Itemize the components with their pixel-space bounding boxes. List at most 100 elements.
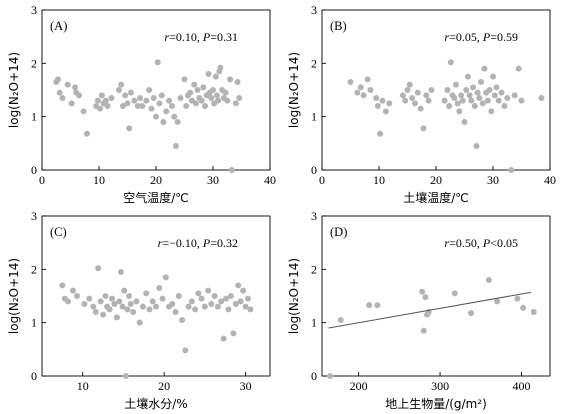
panel-c-point: [220, 335, 227, 342]
panel-b-point: [377, 130, 384, 137]
panel-c-point: [143, 290, 150, 297]
panel-a-point: [222, 89, 229, 96]
panel-b-y-tick-label: 1: [311, 110, 317, 124]
panel-a-point: [134, 103, 141, 109]
panel-c-point: [59, 282, 66, 289]
panel-b-point: [470, 84, 477, 91]
panel-a-stats: r=0.10, P=0.31: [164, 30, 238, 44]
panel-c-point: [69, 287, 76, 294]
panel-c-point: [122, 373, 129, 379]
panel-b-point: [347, 79, 354, 85]
panel-a-x-tick-label: 20: [150, 173, 162, 187]
panel-a-x-tick-label: 40: [264, 173, 276, 187]
panel-b-point: [484, 97, 491, 104]
panel-c-point: [106, 306, 113, 313]
panel-d-point: [485, 277, 492, 283]
panel-a-point: [139, 103, 146, 109]
panel-a-point: [183, 103, 190, 109]
panel-c-point: [95, 265, 102, 272]
panel-a-point: [150, 95, 157, 101]
panel-b-point: [511, 92, 518, 99]
panel-a-point: [154, 59, 161, 66]
panel-b-y-tick-label: 3: [311, 3, 317, 17]
panel-a-point: [102, 97, 109, 104]
panel-c-point: [126, 293, 133, 299]
panel-c-point: [235, 282, 242, 289]
panel-a-point: [131, 97, 138, 104]
panel-c-x-tick-label: 20: [158, 379, 170, 393]
panel-a-point: [217, 64, 224, 71]
panel-b-point: [386, 100, 393, 107]
panel-a-point: [148, 105, 155, 112]
panel-b-point: [504, 95, 511, 101]
panel-c-point: [74, 293, 81, 299]
panel-b-point: [406, 81, 413, 88]
panel-b-point: [441, 97, 448, 104]
panel-b-point: [495, 97, 502, 104]
panel-c-point: [225, 306, 232, 313]
panel-d-y-tick-label: 0: [311, 369, 317, 383]
panel-c-point: [240, 287, 247, 294]
panel-a-point: [126, 125, 133, 132]
panel-a-point: [215, 97, 222, 104]
panel-b-point: [479, 100, 486, 107]
panel-c-point: [192, 306, 199, 313]
panel-c-point: [232, 301, 239, 307]
panel-d-y-tick-label: 2: [311, 262, 317, 276]
panel-a-point: [160, 119, 167, 125]
panel-c-point: [159, 295, 166, 302]
panel-a-point: [118, 81, 125, 88]
panel-a-point: [97, 105, 104, 112]
panel-a-point: [137, 95, 144, 101]
panel-c-point: [242, 303, 249, 310]
panel-c-point: [208, 301, 215, 307]
panel-c-y-tick-label: 0: [31, 369, 37, 383]
panel-c-point: [211, 293, 218, 299]
panel-c-point: [179, 317, 186, 323]
panel-b-point: [452, 81, 459, 88]
panel-c-point: [247, 306, 254, 313]
panel-c-point: [153, 303, 159, 310]
panel-d-point: [420, 327, 427, 334]
panel-b-point: [374, 103, 381, 109]
panel-b-x-axis-title: 土壤温度/℃: [403, 190, 469, 205]
panel-a-point: [108, 95, 115, 101]
panel-c: 10 20 30 0 1 2 3 (C) r=−0.10, P=0.32 土壤水分/% log(N₂…: [7, 209, 271, 411]
panel-c-x-tick-label: 10: [77, 379, 89, 393]
panel-c-y-tick-label: 3: [31, 209, 37, 223]
panel-c-point: [97, 298, 104, 305]
panel-a-point: [192, 100, 199, 107]
panel-d-x-axis-title: 地上生物量/(g/m²): [385, 397, 487, 411]
panel-a-point: [72, 84, 79, 91]
panel-a-point: [232, 100, 239, 107]
panel-c-point: [116, 298, 123, 305]
panel-c-point: [65, 298, 72, 305]
panel-d-point: [374, 302, 381, 309]
panel-b-point: [425, 97, 432, 104]
panel-a-y-tick-label: 3: [31, 3, 37, 17]
panel-c-point: [124, 306, 131, 313]
panel-c-point: [237, 298, 244, 305]
panel-c-point: [81, 301, 88, 307]
panel-a-point: [122, 92, 129, 99]
panel-a-label: (A): [50, 19, 67, 33]
panel-b-stats: r=0.05, P=0.59: [444, 30, 518, 44]
panel-c-stats: r=−0.10, P=0.32: [158, 236, 238, 250]
panel-a-point: [168, 103, 175, 109]
panel-a-y-tick-label: 1: [31, 110, 37, 124]
panel-a-point: [76, 92, 83, 99]
panel-d-point: [337, 317, 344, 323]
panel-b-point: [515, 65, 522, 72]
panel-d-y-axis-title: log(N₂O+14): [287, 258, 301, 334]
panel-a-point: [59, 95, 66, 101]
panel-b-point: [373, 95, 380, 101]
panel-b-point: [493, 84, 500, 91]
panel-d-x-tick-label: 300: [431, 379, 449, 393]
panel-a-point: [202, 103, 209, 109]
panel-b-x-tick-label: 30: [487, 173, 499, 187]
panel-d-point: [494, 298, 501, 305]
panel-a-point: [163, 108, 170, 115]
panel-c-point: [130, 309, 137, 315]
panel-c-point: [185, 303, 192, 310]
